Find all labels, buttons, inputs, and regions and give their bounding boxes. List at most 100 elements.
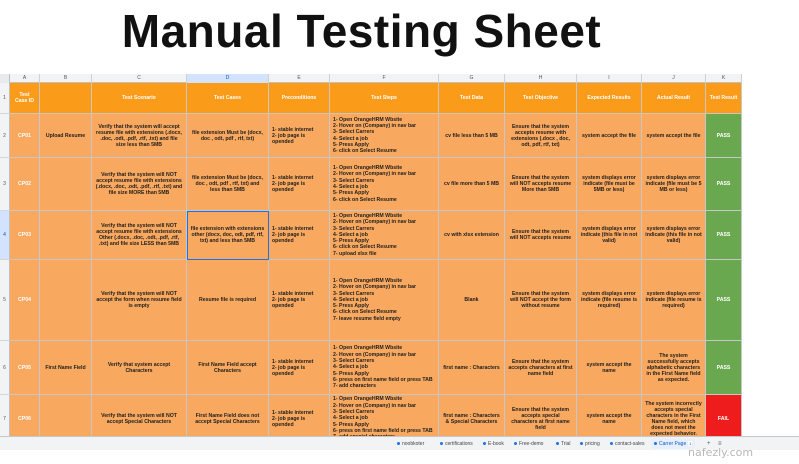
scenario-label-cell[interactable] xyxy=(40,395,92,443)
test-scenario-cell[interactable]: Verify that the system will accept resum… xyxy=(92,114,187,158)
test-case-id-cell[interactable]: CP04 xyxy=(10,260,40,341)
column-header-j[interactable]: J xyxy=(642,74,706,83)
row-header[interactable]: 1 xyxy=(0,83,10,114)
column-header-g[interactable]: G xyxy=(439,74,505,83)
column-header-f[interactable]: F xyxy=(330,74,439,83)
row-header[interactable]: 6 xyxy=(0,341,10,395)
test-steps-cell[interactable]: 1- Open OrangeHRM Wbsite 2- Hover on (Co… xyxy=(330,211,439,260)
column-header-d[interactable]: D xyxy=(187,74,269,83)
column-header-h[interactable]: H xyxy=(505,74,577,83)
header-cell[interactable]: Preconditions xyxy=(269,83,330,114)
actual-result-cell[interactable]: system displays error indicate (this fil… xyxy=(642,211,706,260)
expected-result-cell[interactable]: system displays error indicate (file res… xyxy=(577,260,642,341)
plus-icon[interactable]: + xyxy=(707,441,711,447)
sheet-tab[interactable]: contact-sales xyxy=(610,439,644,449)
test-data-cell[interactable]: cv file less than 5 MB xyxy=(439,114,505,158)
test-result-cell[interactable]: PASS xyxy=(706,341,742,395)
test-data-cell[interactable]: Blank xyxy=(439,260,505,341)
column-header-b[interactable]: B xyxy=(40,74,92,83)
test-case-cell[interactable]: First Name Field accept Characters xyxy=(187,341,269,395)
test-objective-cell[interactable]: Ensure that the system will NOT accepts … xyxy=(505,211,577,260)
header-cell[interactable]: Test Case ID xyxy=(10,83,40,114)
sheet-tab[interactable]: Trial xyxy=(556,439,571,449)
test-result-cell[interactable]: FAIL xyxy=(706,395,742,443)
test-data-cell[interactable]: first name : Characters xyxy=(439,341,505,395)
header-cell-blank[interactable] xyxy=(40,83,92,114)
test-case-id-cell[interactable]: CP02 xyxy=(10,158,40,211)
actual-result-cell[interactable]: The system successfully accepts alphabet… xyxy=(642,341,706,395)
preconditions-cell[interactable]: 1- stable internet 2- job page is opende… xyxy=(269,341,330,395)
row-header[interactable]: 5 xyxy=(0,260,10,341)
sheet-tab[interactable]: Free-demo xyxy=(514,439,543,449)
expected-result-cell[interactable]: system displays error indicate (this fil… xyxy=(577,211,642,260)
list-icon[interactable]: ≡ xyxy=(718,441,722,447)
scenario-label-cell[interactable]: First Name Field xyxy=(40,341,92,395)
test-scenario-cell[interactable]: Verify that the system will NOT accept r… xyxy=(92,158,187,211)
test-steps-cell[interactable]: 1- Open OrangeHRM Wbsite 2- Hover on (Co… xyxy=(330,260,439,341)
column-header-a[interactable]: A xyxy=(10,74,40,83)
test-data-cell[interactable]: cv with xlsx extension xyxy=(439,211,505,260)
preconditions-cell[interactable]: 1- stable internet 2- job page is opende… xyxy=(269,260,330,341)
test-scenario-cell[interactable]: Verify that system accept Characters xyxy=(92,341,187,395)
actual-result-cell[interactable]: system accept the file xyxy=(642,114,706,158)
sheet-tab[interactable]: Carrer Page 1 xyxy=(651,439,696,449)
sheet-tab[interactable]: E-book xyxy=(483,439,504,449)
header-cell[interactable]: Actual Result xyxy=(642,83,706,114)
header-cell[interactable]: Test Data xyxy=(439,83,505,114)
test-objective-cell[interactable]: Ensure that the system accepts special c… xyxy=(505,395,577,443)
actual-result-cell[interactable]: The system incorrectly accepts special c… xyxy=(642,395,706,443)
test-case-cell[interactable]: file extension Must be (docx, doc , odt,… xyxy=(187,114,269,158)
header-cell[interactable]: Test Steps xyxy=(330,83,439,114)
expected-result-cell[interactable]: system displays error indicate (file mus… xyxy=(577,158,642,211)
header-cell[interactable]: Test Objective xyxy=(505,83,577,114)
row-header[interactable]: 3 xyxy=(0,158,10,211)
test-result-cell[interactable]: PASS xyxy=(706,158,742,211)
scenario-label-cell[interactable] xyxy=(40,260,92,341)
preconditions-cell[interactable]: 1- stable internet 2- job page is opende… xyxy=(269,395,330,443)
header-cell[interactable]: Test Result xyxy=(706,83,742,114)
column-header-c[interactable]: C xyxy=(92,74,187,83)
test-case-id-cell[interactable]: CP03 xyxy=(10,211,40,260)
test-result-cell[interactable]: PASS xyxy=(706,260,742,341)
row-header[interactable]: 2 xyxy=(0,114,10,158)
column-header-e[interactable]: E xyxy=(269,74,330,83)
scenario-label-cell[interactable] xyxy=(40,211,92,260)
test-objective-cell[interactable]: Ensure that the system will NOT accepts … xyxy=(505,158,577,211)
preconditions-cell[interactable]: 1- stable internet 2- job page is opende… xyxy=(269,211,330,260)
test-case-cell[interactable]: First Name Field does not accept Special… xyxy=(187,395,269,443)
test-objective-cell[interactable]: Ensure that the system will NOT accept t… xyxy=(505,260,577,341)
test-objective-cell[interactable]: Ensure that the system accepts character… xyxy=(505,341,577,395)
sheet-tab[interactable]: noobkoter xyxy=(397,439,424,449)
expected-result-cell[interactable]: system accept the name xyxy=(577,341,642,395)
preconditions-cell[interactable]: 1- stable internet 2- job page is opende… xyxy=(269,158,330,211)
test-result-cell[interactable]: PASS xyxy=(706,211,742,260)
select-all-corner[interactable] xyxy=(0,74,10,83)
preconditions-cell[interactable]: 1- stable internet 2- job page is opende… xyxy=(269,114,330,158)
sheet-tab[interactable]: pricing xyxy=(580,439,600,449)
test-scenario-cell[interactable]: Verify that the system will NOT accept r… xyxy=(92,211,187,260)
test-case-cell[interactable]: file extension with extensions other (do… xyxy=(187,211,269,260)
test-case-id-cell[interactable]: CP01 xyxy=(10,114,40,158)
scenario-label-cell[interactable] xyxy=(40,158,92,211)
actual-result-cell[interactable]: system displays error indicate (file mus… xyxy=(642,158,706,211)
test-steps-cell[interactable]: 1- Open OrangeHRM Wbsite 2- Hover on (Co… xyxy=(330,158,439,211)
test-result-cell[interactable]: PASS xyxy=(706,114,742,158)
sheet-tab[interactable]: certifications xyxy=(440,439,473,449)
header-cell[interactable]: Test Cases xyxy=(187,83,269,114)
header-cell[interactable]: Test Scenario xyxy=(92,83,187,114)
test-steps-cell[interactable]: 1- Open OrangeHRM Wbsite 2- Hover on (Co… xyxy=(330,341,439,395)
actual-result-cell[interactable]: system displays error indicate (file res… xyxy=(642,260,706,341)
test-objective-cell[interactable]: Ensure that the system accepts resume wi… xyxy=(505,114,577,158)
scenario-label-cell[interactable]: Upload Resume xyxy=(40,114,92,158)
header-cell[interactable]: Expected Results xyxy=(577,83,642,114)
row-header[interactable]: 4 xyxy=(0,211,10,260)
test-case-cell[interactable]: file extension Must be (docx, doc , odt,… xyxy=(187,158,269,211)
column-header-k[interactable]: K xyxy=(706,74,742,83)
expected-result-cell[interactable]: system accept the file xyxy=(577,114,642,158)
test-steps-cell[interactable]: 1- Open OrangeHRM Wbsite 2- Hover on (Co… xyxy=(330,395,439,443)
test-scenario-cell[interactable]: Verify that the system will NOT accept t… xyxy=(92,260,187,341)
test-data-cell[interactable]: cv file more than 5 MB xyxy=(439,158,505,211)
test-case-id-cell[interactable]: CP06 xyxy=(10,395,40,443)
test-case-id-cell[interactable]: CP05 xyxy=(10,341,40,395)
